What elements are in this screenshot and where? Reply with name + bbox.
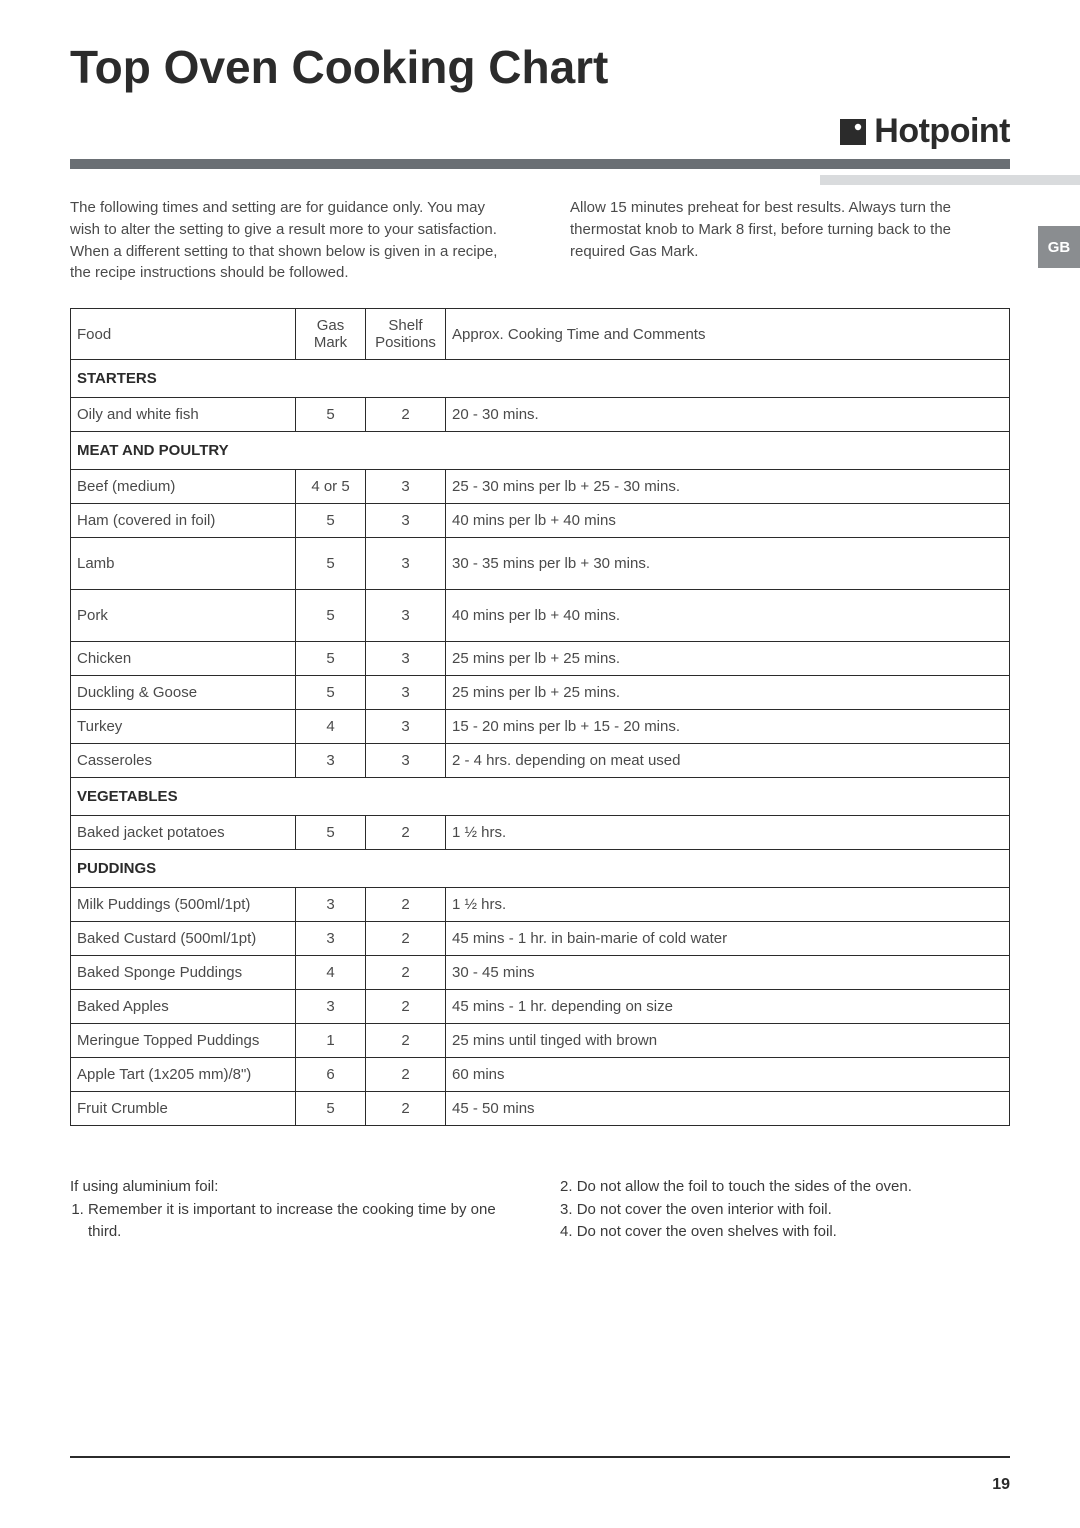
col-comments: Approx. Cooking Time and Comments	[446, 309, 1010, 360]
table-row: Meringue Topped Puddings1225 mins until …	[71, 1024, 1010, 1058]
col-food: Food	[71, 309, 296, 360]
foot-item: Remember it is important to increase the…	[88, 1199, 520, 1244]
brand-name: Hotpoint	[874, 112, 1010, 151]
table-row: Beef (medium)4 or 5325 - 30 mins per lb …	[71, 470, 1010, 504]
bottom-rule	[70, 1456, 1010, 1458]
page-number: 19	[992, 1476, 1010, 1494]
table-header-row: Food Gas Mark Shelf Positions Approx. Co…	[71, 309, 1010, 360]
table-row: Baked jacket potatoes521 ½ hrs.	[71, 816, 1010, 850]
table-row: Ham (covered in foil)5340 mins per lb + …	[71, 504, 1010, 538]
region-tab: GB	[1038, 226, 1080, 268]
col-shelf: Shelf Positions	[366, 309, 446, 360]
col-gas: Gas Mark	[296, 309, 366, 360]
foot-left: If using aluminium foil: Remember it is …	[70, 1176, 520, 1244]
table-row: Fruit Crumble5245 - 50 mins	[71, 1092, 1010, 1126]
table-row: Turkey4315 - 20 mins per lb + 15 - 20 mi…	[71, 710, 1010, 744]
foot-item: Do not cover the oven interior with foil…	[560, 1199, 1010, 1222]
table-row: Casseroles332 - 4 hrs. depending on meat…	[71, 744, 1010, 778]
section-vegetables: VEGETABLES	[71, 778, 1010, 816]
table-row: Milk Puddings (500ml/1pt)321 ½ hrs.	[71, 888, 1010, 922]
brand-mark-icon	[840, 119, 866, 145]
table-row: Duckling & Goose5325 mins per lb + 25 mi…	[71, 676, 1010, 710]
foot-right: Do not allow the foil to touch the sides…	[560, 1176, 1010, 1244]
table-row: Pork5340 mins per lb + 40 mins.	[71, 590, 1010, 642]
intro-left: The following times and setting are for …	[70, 197, 510, 284]
table-row: Lamb5330 - 35 mins per lb + 30 mins.	[71, 538, 1010, 590]
table-row: Baked Apples3245 mins - 1 hr. depending …	[71, 990, 1010, 1024]
table-row: Chicken5325 mins per lb + 25 mins.	[71, 642, 1010, 676]
intro-right: Allow 15 minutes preheat for best result…	[570, 197, 1010, 284]
table-row: Baked Custard (500ml/1pt)3245 mins - 1 h…	[71, 922, 1010, 956]
foot-item: Do not cover the oven shelves with foil.	[560, 1221, 1010, 1244]
cooking-chart-table: Food Gas Mark Shelf Positions Approx. Co…	[70, 308, 1010, 1126]
table-row: Baked Sponge Puddings4230 - 45 mins	[71, 956, 1010, 990]
foot-item: Do not allow the foil to touch the sides…	[560, 1176, 1010, 1199]
section-starters: STARTERS	[71, 360, 1010, 398]
accent-bar	[70, 159, 1010, 169]
table-row: Oily and white fish5220 - 30 mins.	[71, 398, 1010, 432]
page-title: Top Oven Cooking Chart	[70, 40, 1010, 94]
section-puddings: PUDDINGS	[71, 850, 1010, 888]
table-row: Apple Tart (1x205 mm)/8")6260 mins	[71, 1058, 1010, 1092]
section-meat: MEAT AND POULTRY	[71, 432, 1010, 470]
brand-logo: Hotpoint	[840, 112, 1010, 151]
